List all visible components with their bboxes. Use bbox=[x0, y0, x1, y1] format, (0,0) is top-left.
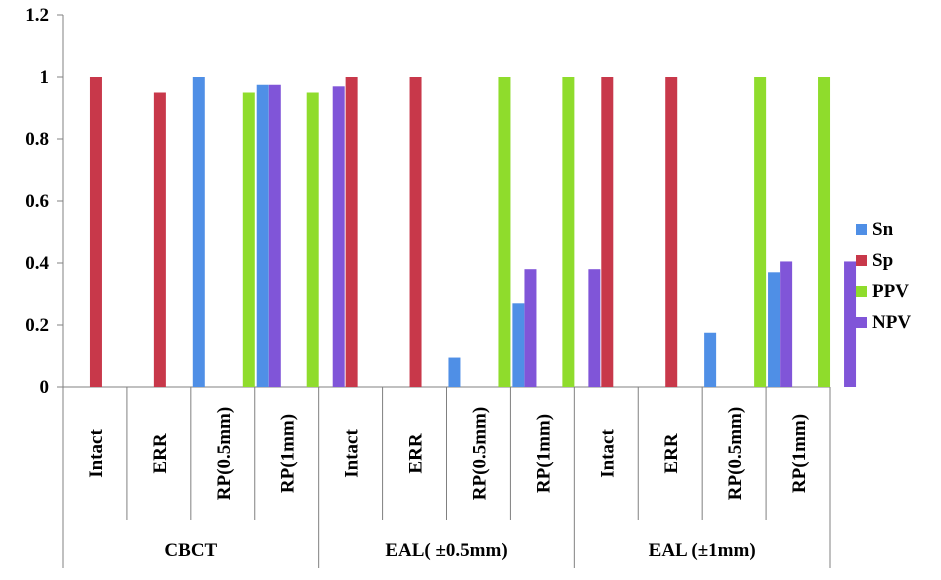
bar-npv bbox=[268, 84, 281, 387]
legend-swatch-sp bbox=[856, 255, 867, 266]
group-label: EAL (±1mm) bbox=[649, 540, 756, 561]
bar-sp bbox=[409, 77, 422, 387]
category-label: RP(1mm) bbox=[533, 414, 554, 493]
y-tick-label: 0.4 bbox=[25, 253, 49, 274]
y-tick-label: 0 bbox=[40, 377, 50, 398]
y-tick-label: 1.2 bbox=[25, 5, 49, 26]
bar-sn bbox=[704, 332, 717, 387]
category-label: ERR bbox=[150, 433, 171, 473]
y-tick-label: 0.8 bbox=[25, 129, 49, 150]
bar-sp bbox=[601, 77, 614, 387]
legend-label-sp: Sp bbox=[872, 250, 893, 271]
bar-npv bbox=[524, 269, 537, 387]
bar-sn bbox=[768, 272, 781, 387]
category-label: RP(0.5mm) bbox=[725, 407, 746, 500]
bar-ppv bbox=[498, 77, 511, 387]
bar-sn bbox=[512, 303, 525, 387]
bar-sn bbox=[448, 357, 461, 387]
bar-ppv bbox=[242, 92, 255, 387]
category-label: RP(1mm) bbox=[278, 414, 299, 493]
bar-ppv bbox=[818, 77, 831, 387]
bar-sp bbox=[153, 92, 166, 387]
y-tick-label: 0.2 bbox=[25, 315, 49, 336]
legend-label-npv: NPV bbox=[872, 312, 911, 333]
group-label: CBCT bbox=[164, 540, 217, 561]
category-label: Intact bbox=[597, 429, 618, 478]
category-label: RP(1mm) bbox=[789, 414, 810, 493]
category-label: RP(0.5mm) bbox=[214, 407, 235, 500]
category-label: RP(0.5mm) bbox=[469, 407, 490, 500]
legend-swatch-ppv bbox=[856, 286, 867, 297]
category-label: ERR bbox=[661, 433, 682, 473]
bar-sn bbox=[256, 84, 269, 387]
bar-sp bbox=[665, 77, 678, 387]
bar-sp bbox=[345, 77, 358, 387]
bar-sn bbox=[192, 77, 205, 387]
bar-npv bbox=[780, 261, 793, 387]
bar-sp bbox=[89, 77, 102, 387]
legend-label-ppv: PPV bbox=[872, 281, 909, 302]
legend-label-sn: Sn bbox=[872, 219, 894, 240]
bar-ppv bbox=[562, 77, 575, 387]
bar-ppv bbox=[754, 77, 767, 387]
legend-swatch-npv bbox=[856, 317, 867, 328]
category-label: Intact bbox=[342, 429, 363, 478]
legend-swatch-sn bbox=[856, 224, 867, 235]
category-label: ERR bbox=[406, 433, 427, 473]
y-tick-label: 0.6 bbox=[25, 191, 49, 212]
y-tick-label: 1 bbox=[40, 67, 50, 88]
category-label: Intact bbox=[86, 429, 107, 478]
bar-npv bbox=[332, 86, 345, 388]
bar-npv bbox=[588, 269, 601, 387]
bar-ppv bbox=[306, 92, 319, 387]
group-label: EAL( ±0.5mm) bbox=[385, 540, 507, 561]
bar-npv bbox=[844, 261, 857, 387]
